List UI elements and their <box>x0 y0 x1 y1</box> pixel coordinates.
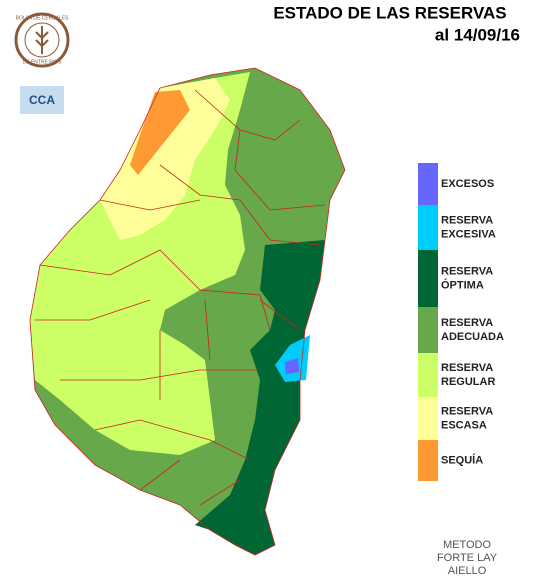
logo-text: DE ENTRE RIOS <box>23 59 63 65</box>
method: METODO FORTE LAY AIELLO <box>437 539 498 576</box>
legend-label: RESERVA <box>441 214 493 226</box>
legend-swatch <box>418 205 438 250</box>
logo-text: CCA <box>29 93 55 107</box>
legend-swatch <box>418 440 438 481</box>
map <box>29 67 346 556</box>
logo-text: BOLSA DE CEREALES <box>16 15 69 21</box>
legend-label: ÓPTIMA <box>441 278 484 291</box>
legend-swatch <box>418 397 438 440</box>
legend-label: EXCESOS <box>441 178 494 190</box>
bolsa-logo: BOLSA DE CEREALES DE ENTRE RIOS <box>14 12 70 68</box>
method-text: AIELLO <box>448 565 487 576</box>
method-text: FORTE LAY <box>437 552 498 564</box>
legend-swatch <box>418 163 438 205</box>
title: ESTADO DE LAS RESERVAS <box>273 3 506 22</box>
zone <box>195 240 325 555</box>
legend-label: RESERVA <box>441 405 493 417</box>
legend-label: RESERVA <box>441 362 493 374</box>
date: al 14/09/16 <box>435 25 520 44</box>
zone <box>30 72 250 455</box>
cca-logo: CCA <box>20 86 64 114</box>
legend-swatch <box>418 250 438 307</box>
legend-label: REGULAR <box>441 376 495 388</box>
legend-swatch <box>418 307 438 353</box>
legend-label: RESERVA <box>441 265 493 277</box>
legend-label: ADECUADA <box>441 331 504 343</box>
legend-label: EXCESIVA <box>441 228 496 240</box>
legend-label: ESCASA <box>441 419 487 431</box>
zone <box>100 78 230 240</box>
legend-swatch <box>418 353 438 397</box>
legend-label: SEQUÍA <box>441 453 483 466</box>
legend-label: RESERVA <box>441 317 493 329</box>
legend: EXCESOSRESERVAEXCESIVARESERVAÓPTIMARESER… <box>418 163 504 481</box>
zone <box>285 358 299 374</box>
method-text: METODO <box>443 539 492 551</box>
zone <box>130 90 190 175</box>
